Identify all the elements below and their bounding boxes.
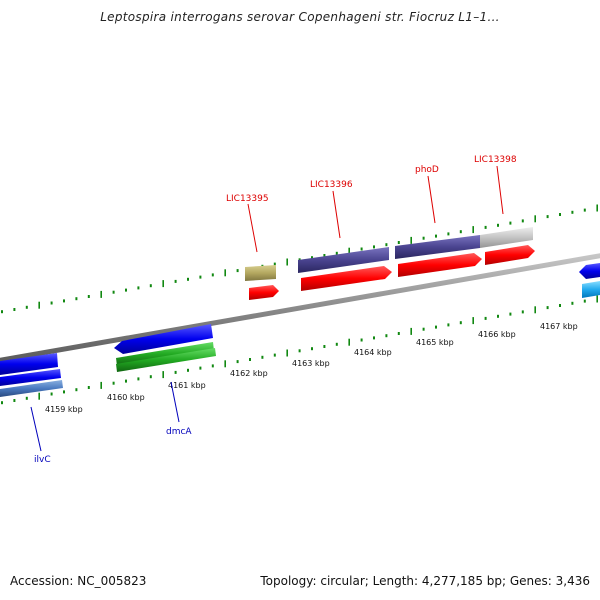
leader-line-lic13396	[332, 190, 341, 239]
scale-label-4160: 4160 kbp	[107, 393, 145, 402]
cds-arrow-lic13395[interactable]	[249, 285, 279, 300]
feature-label-dmca[interactable]: dmcA	[166, 427, 192, 437]
gene-block-dmca[interactable]	[114, 324, 216, 372]
gene-bar-ilvc-lower[interactable]	[0, 380, 63, 397]
upper-feature-blocks	[245, 227, 600, 300]
upper-feature-labels: LIC13395 LIC13396 phoD LIC13398	[226, 155, 517, 253]
leader-line-lic13395	[247, 203, 258, 253]
gene-arrow-dmca[interactable]	[114, 324, 213, 354]
gene-bar-dmca-lower[interactable]	[116, 348, 216, 372]
leader-line-phod	[427, 175, 436, 224]
feature-label-lic13398[interactable]: LIC13398	[474, 155, 517, 165]
gene-bar-lic13395[interactable]	[245, 265, 276, 281]
feature-label-lic13395[interactable]: LIC13395	[226, 194, 269, 204]
scale-label-4165: 4165 kbp	[416, 338, 454, 347]
scale-labels: 4159 kbp 4160 kbp 4161 kbp 4162 kbp 4163…	[45, 322, 578, 414]
scale-label-4162: 4162 kbp	[230, 369, 268, 378]
lower-feature-labels: ilvC dmcA	[30, 381, 192, 465]
gene-bar-ilvc-upper[interactable]	[0, 353, 58, 375]
gene-block-right-edge[interactable]	[579, 263, 600, 298]
leader-line-dmca	[170, 381, 180, 423]
feature-label-lic13396[interactable]: LIC13396	[310, 180, 353, 190]
gene-bar-ilvc-middle[interactable]	[0, 369, 61, 386]
upper-tick-track	[1, 204, 599, 314]
lower-tick-track	[1, 295, 599, 405]
feature-label-ilvc[interactable]: ilvC	[34, 455, 51, 465]
scale-label-4164: 4164 kbp	[354, 348, 392, 357]
gene-bar-lic13398[interactable]	[480, 227, 533, 248]
scale-label-4166: 4166 kbp	[478, 330, 516, 339]
cds-arrow-phod[interactable]	[398, 253, 482, 277]
gene-bar-phod[interactable]	[395, 235, 480, 259]
gene-arrow-right-edge[interactable]	[579, 263, 600, 279]
gene-block-lic13395[interactable]	[245, 265, 279, 300]
leader-line-lic13398	[496, 165, 504, 215]
gene-block-lic13398[interactable]	[480, 227, 535, 265]
genome-summary-text: Topology: circular; Length: 4,277,185 bp…	[260, 574, 590, 588]
scale-label-4163: 4163 kbp	[292, 359, 330, 368]
gene-block-lic13396[interactable]	[298, 247, 392, 291]
lower-feature-blocks	[0, 324, 216, 397]
gene-bar-dmca-upper[interactable]	[116, 342, 214, 366]
scale-label-4167: 4167 kbp	[540, 322, 578, 331]
gene-block-phod[interactable]	[395, 235, 482, 277]
map-title: Leptospira interrogans serovar Copenhage…	[100, 10, 500, 24]
gene-bar-right-edge[interactable]	[582, 281, 600, 298]
genome-backbone	[0, 253, 600, 363]
cds-arrow-lic13396[interactable]	[301, 266, 392, 291]
gene-block-ilvc[interactable]	[0, 353, 63, 397]
gene-bar-lic13396[interactable]	[298, 247, 389, 273]
feature-label-phod[interactable]: phoD	[415, 165, 439, 175]
leader-line-ilvc	[30, 406, 42, 452]
cds-arrow-lic13398[interactable]	[485, 245, 535, 265]
scale-label-4159: 4159 kbp	[45, 405, 83, 414]
accession-text: Accession: NC_005823	[10, 574, 147, 588]
scale-label-4161: 4161 kbp	[168, 381, 206, 390]
